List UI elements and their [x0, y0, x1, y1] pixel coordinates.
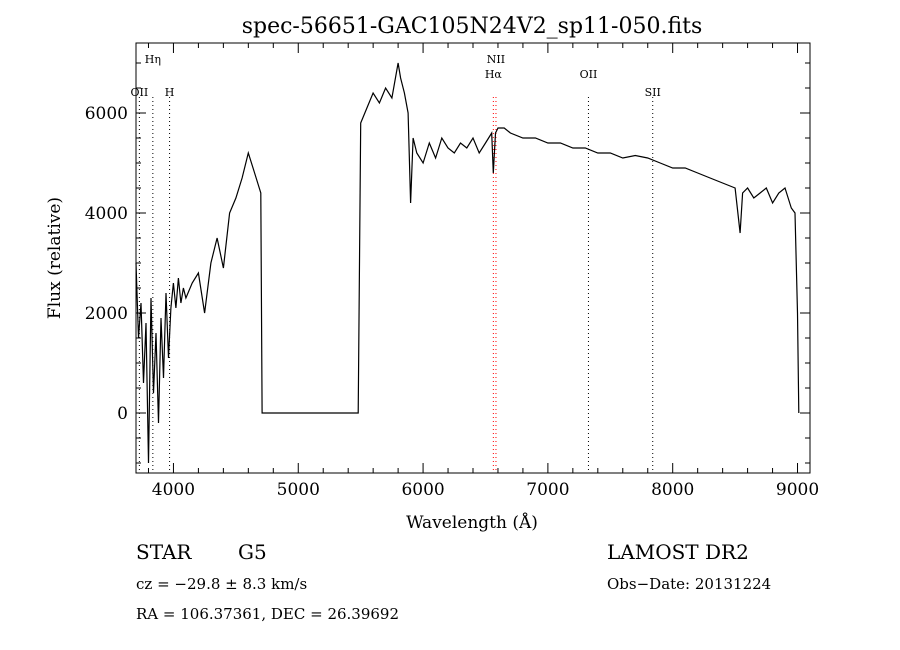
y-tick-label: 2000: [85, 304, 128, 324]
line-marker-label: Hη: [145, 53, 161, 66]
line-marker-label: SII: [645, 86, 661, 99]
redshift-info: cz = −29.8 ± 8.3 km/s: [136, 575, 307, 593]
coordinates: RA = 106.37361, DEC = 26.39692: [136, 605, 399, 623]
x-axis-label: Wavelength (Å): [406, 512, 538, 533]
y-tick-label: 4000: [85, 204, 128, 224]
chart-title: spec-56651-GAC105N24V2_sp11-050.fits: [242, 14, 703, 39]
obs-date: Obs−Date: 20131224: [607, 575, 771, 593]
y-axis-ticks: 0 2000 4000 6000: [85, 62, 810, 464]
x-tick-label: 9000: [776, 480, 819, 500]
line-marker-label: OII: [580, 68, 598, 81]
spectrum-line: [135, 62, 800, 464]
x-tick-label: 4000: [152, 480, 195, 500]
x-tick-label: 7000: [526, 480, 569, 500]
y-axis-label: Flux (relative): [45, 197, 65, 319]
object-subclass: G5: [238, 540, 267, 564]
object-class: STAR: [136, 540, 192, 564]
x-axis-ticks: 4000 5000 6000 7000 8000 9000: [147, 43, 819, 500]
survey-name: LAMOST DR2: [607, 540, 749, 564]
line-markers: Hη OII H NII Hα OII SII: [131, 53, 661, 473]
y-tick-label: 0: [117, 404, 128, 424]
line-marker-label: OII: [131, 86, 149, 99]
x-tick-label: 6000: [401, 480, 444, 500]
spectrum-series: [135, 62, 800, 464]
x-tick-label: 8000: [651, 480, 694, 500]
line-marker-label: NII: [487, 53, 505, 66]
line-marker-label: H: [165, 86, 175, 99]
plot-frame: [135, 42, 811, 474]
line-marker-label: Hα: [485, 68, 503, 81]
x-tick-label: 5000: [277, 480, 320, 500]
y-tick-label: 6000: [85, 104, 128, 124]
